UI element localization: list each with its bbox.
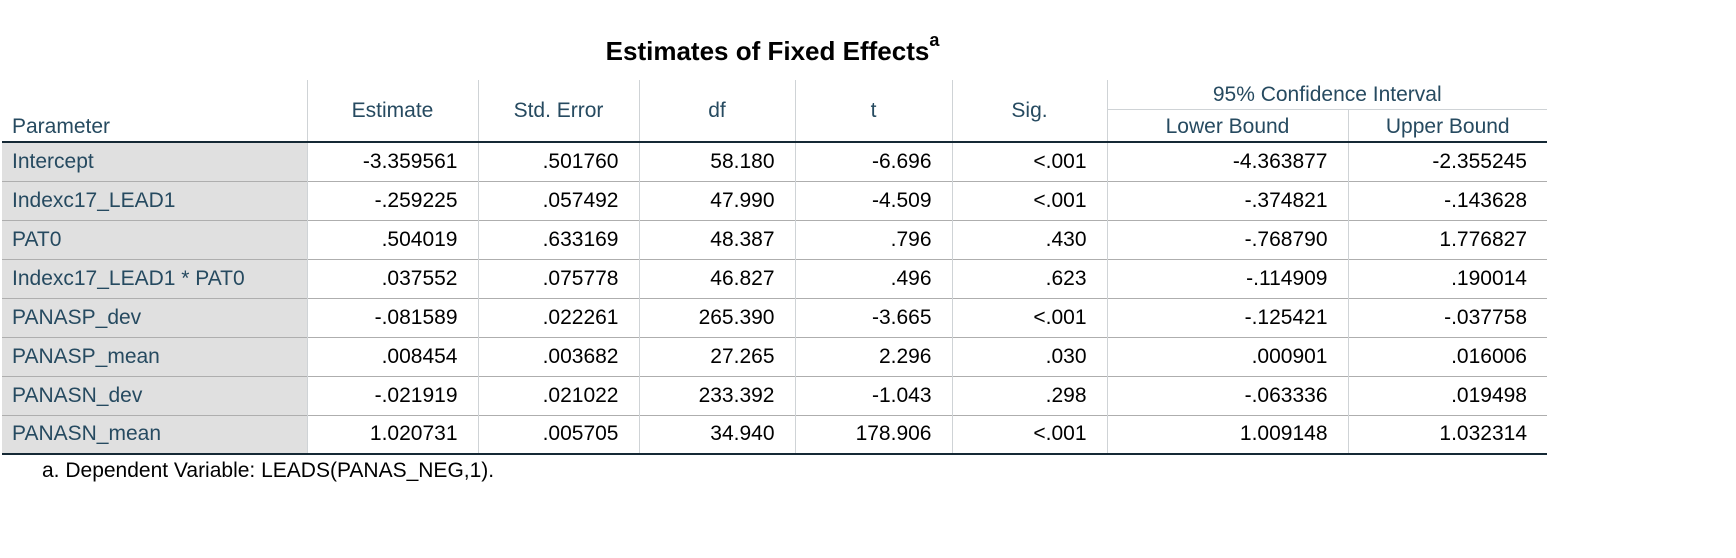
column-header-upper-bound: Upper Bound bbox=[1347, 109, 1547, 142]
sig-cell: <.001 bbox=[951, 180, 1107, 220]
df-cell: 27.265 bbox=[638, 336, 795, 376]
lower-bound-cell: -.125421 bbox=[1106, 297, 1348, 337]
table-row: Indexc17_LEAD1 * PAT0.037552.075778 46.82… bbox=[2, 258, 1547, 298]
df-cell: 48.387 bbox=[638, 219, 795, 259]
table-row: Indexc17_LEAD1 -.259225.057492 47.990 -4.50… bbox=[2, 180, 1547, 220]
estimate-cell: .008454 bbox=[306, 336, 478, 376]
lower-bound-cell: -.114909 bbox=[1106, 258, 1348, 298]
std-error-cell: .501760 bbox=[477, 141, 639, 181]
sig-cell: .298 bbox=[951, 375, 1107, 415]
estimate-cell: .037552 bbox=[306, 258, 478, 298]
df-cell: 47.990 bbox=[638, 180, 795, 220]
t-cell: .496 bbox=[794, 258, 952, 298]
t-cell: .796 bbox=[794, 219, 952, 259]
column-header-confidence-interval: 95% Confidence Interval bbox=[1106, 80, 1547, 110]
estimate-cell: -.081589 bbox=[306, 297, 478, 337]
sig-cell: <.001 bbox=[951, 141, 1107, 181]
parameter-cell: Indexc17_LEAD1 bbox=[2, 180, 307, 220]
t-cell: -4.509 bbox=[794, 180, 952, 220]
df-cell: 34.940 bbox=[638, 414, 795, 455]
table-footnote: a. Dependent Variable: LEADS(PANAS_NEG,1… bbox=[42, 459, 495, 482]
upper-bound-cell: .016006 bbox=[1347, 336, 1547, 376]
column-header-t: t bbox=[794, 80, 952, 142]
column-header-estimate: Estimate bbox=[306, 80, 478, 142]
upper-bound-cell: -2.355245 bbox=[1347, 141, 1547, 181]
std-error-cell: .075778 bbox=[477, 258, 639, 298]
std-error-cell: .022261 bbox=[477, 297, 639, 337]
parameter-cell: PANASP_dev bbox=[2, 297, 307, 337]
estimate-cell: -3.359561 bbox=[306, 141, 478, 181]
upper-bound-cell: .019498 bbox=[1347, 375, 1547, 415]
lower-bound-cell: -.374821 bbox=[1106, 180, 1348, 220]
column-header-lower-bound: Lower Bound bbox=[1106, 109, 1348, 142]
table-title: Estimates of Fixed Effectsa bbox=[0, 31, 1545, 66]
column-header-df: df bbox=[638, 80, 795, 142]
parameter-cell: Indexc17_LEAD1 * PAT0 bbox=[2, 258, 307, 298]
df-cell: 265.390 bbox=[638, 297, 795, 337]
title-footnote-marker: a bbox=[929, 30, 940, 51]
parameter-cell: PANASN_dev bbox=[2, 375, 307, 415]
parameter-cell: PAT0 bbox=[2, 219, 307, 259]
column-header-std-error: Std. Error bbox=[477, 80, 639, 142]
table-row: PANASP_dev -.081589.022261 265.390 -3.665 <.… bbox=[2, 297, 1547, 337]
t-cell: -1.043 bbox=[794, 375, 952, 415]
df-cell: 46.827 bbox=[638, 258, 795, 298]
lower-bound-cell: -.768790 bbox=[1106, 219, 1348, 259]
df-cell: 233.392 bbox=[638, 375, 795, 415]
sig-cell: <.001 bbox=[951, 297, 1107, 337]
df-cell: 58.180 bbox=[638, 141, 795, 181]
sig-cell: <.001 bbox=[951, 414, 1107, 455]
table-row: PANASN_dev -.021919.021022 233.392 -1.043.2… bbox=[2, 375, 1547, 415]
table-title-text: Estimates of Fixed Effects bbox=[605, 36, 930, 66]
t-cell: -3.665 bbox=[794, 297, 952, 337]
table-row: PAT0.504019.633169 48.387.796.430 -.768790… bbox=[2, 219, 1547, 259]
std-error-cell: .003682 bbox=[477, 336, 639, 376]
table-row: PANASN_mean 1.020731.005705 34.940 178.906 <… bbox=[2, 414, 1547, 455]
upper-bound-cell: 1.032314 bbox=[1347, 414, 1547, 455]
estimate-cell: .504019 bbox=[306, 219, 478, 259]
parameter-cell: PANASP_mean bbox=[2, 336, 307, 376]
t-cell: -6.696 bbox=[794, 141, 952, 181]
t-cell: 2.296 bbox=[794, 336, 952, 376]
upper-bound-cell: 1.776827 bbox=[1347, 219, 1547, 259]
lower-bound-cell: 1.009148 bbox=[1106, 414, 1348, 455]
lower-bound-cell: -.063336 bbox=[1106, 375, 1348, 415]
lower-bound-cell: -4.363877 bbox=[1106, 141, 1348, 181]
column-header-sig: Sig. bbox=[951, 80, 1107, 142]
sig-cell: .030 bbox=[951, 336, 1107, 376]
std-error-cell: .057492 bbox=[477, 180, 639, 220]
estimate-cell: -.021919 bbox=[306, 375, 478, 415]
sig-cell: .623 bbox=[951, 258, 1107, 298]
table-body: Intercept -3.359561.501760 58.180 -6.696 <.0… bbox=[2, 141, 1547, 455]
table-row: PANASP_mean .008454.003682 27.265 2.296.030… bbox=[2, 336, 1547, 376]
std-error-cell: .021022 bbox=[477, 375, 639, 415]
table-row: Intercept -3.359561.501760 58.180 -6.696 <.0… bbox=[2, 141, 1547, 181]
lower-bound-cell: .000901 bbox=[1106, 336, 1348, 376]
upper-bound-cell: -.037758 bbox=[1347, 297, 1547, 337]
fixed-effects-table: Parameter Estimate Std. Error df t Sig. … bbox=[2, 80, 1547, 455]
column-header-parameter: Parameter bbox=[12, 115, 111, 138]
sig-cell: .430 bbox=[951, 219, 1107, 259]
std-error-cell: .633169 bbox=[477, 219, 639, 259]
parameter-cell: PANASN_mean bbox=[2, 414, 307, 455]
upper-bound-cell: -.143628 bbox=[1347, 180, 1547, 220]
upper-bound-cell: .190014 bbox=[1347, 258, 1547, 298]
estimate-cell: 1.020731 bbox=[306, 414, 478, 455]
parameter-cell: Intercept bbox=[2, 141, 307, 181]
std-error-cell: .005705 bbox=[477, 414, 639, 455]
t-cell: 178.906 bbox=[794, 414, 952, 455]
estimate-cell: -.259225 bbox=[306, 180, 478, 220]
